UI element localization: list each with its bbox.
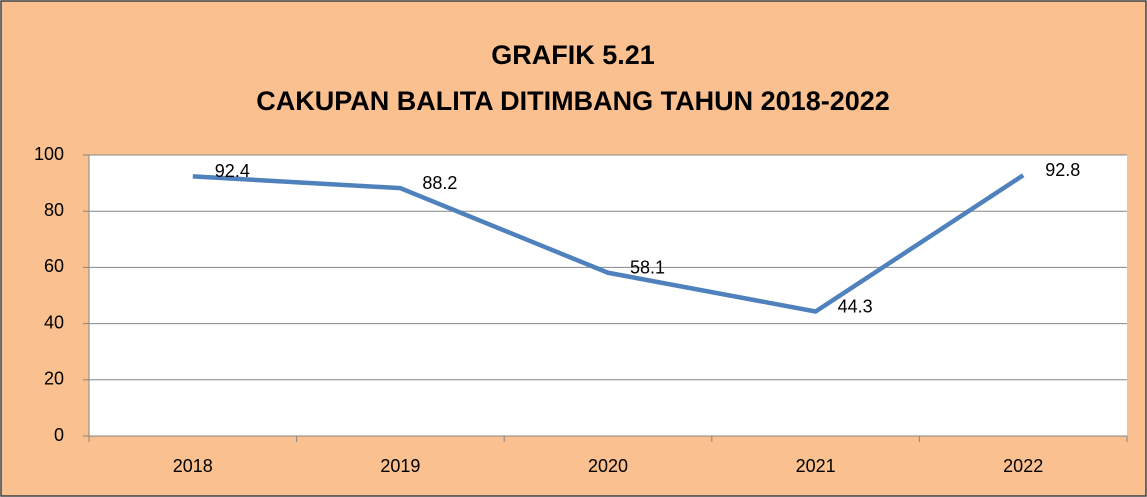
chart-title: GRAFIK 5.21 [491,40,655,70]
y-tick-label: 60 [44,256,64,276]
x-tick-label: 2021 [796,456,836,476]
x-tick-label: 2018 [173,456,213,476]
data-label: 92.4 [215,161,250,181]
x-tick-label: 2022 [1003,456,1043,476]
plot-area [89,155,1127,436]
y-tick-label: 0 [54,425,64,445]
data-label: 92.8 [1045,160,1080,180]
data-label: 44.3 [838,296,873,316]
y-tick-label: 100 [34,144,64,164]
y-tick-label: 20 [44,369,64,389]
chart-subtitle: CAKUPAN BALITA DITIMBANG TAHUN 2018-2022 [256,86,890,116]
data-line [192,173,1025,314]
data-label: 58.1 [630,257,665,277]
y-tick-label: 80 [44,200,64,220]
data-label: 88.2 [422,173,457,193]
y-tick-label: 40 [44,312,64,332]
x-tick-label: 2019 [380,456,420,476]
x-tick-label: 2020 [588,456,628,476]
